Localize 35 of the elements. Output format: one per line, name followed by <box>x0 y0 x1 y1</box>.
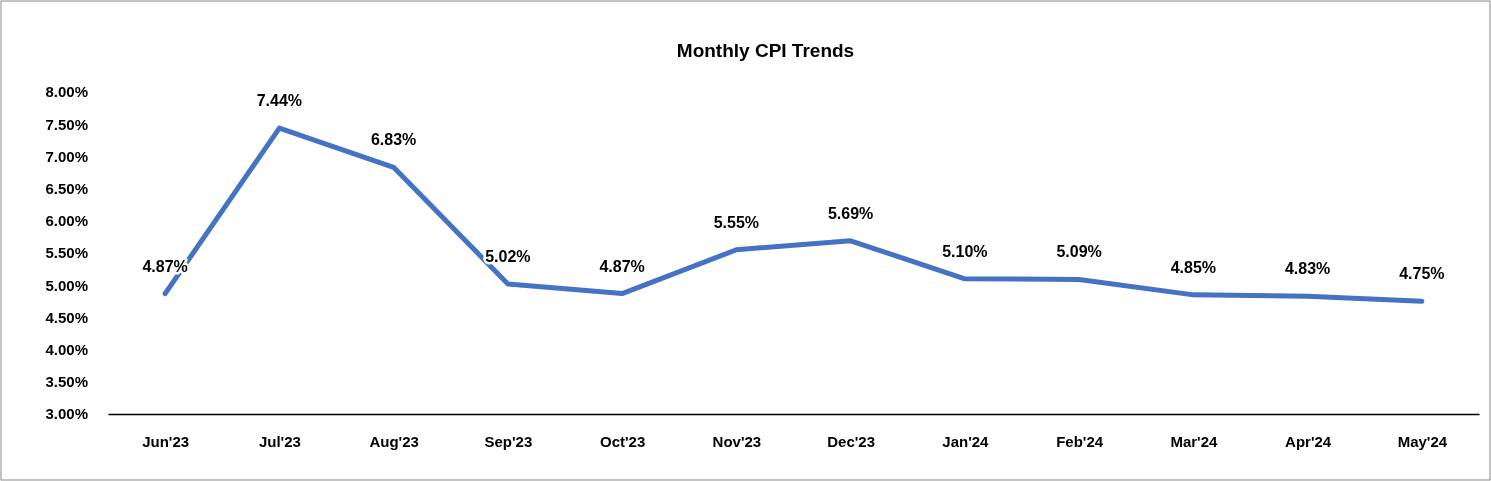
x-tick-label: Feb'24 <box>1056 432 1104 450</box>
x-tick-label: Mar'24 <box>1170 432 1218 450</box>
x-tick-label: Oct'23 <box>599 432 646 450</box>
y-tick-label: 3.50% <box>45 373 88 391</box>
x-tick-label: May'24 <box>1397 432 1448 450</box>
x-tick-label: Apr'24 <box>1285 432 1332 450</box>
data-label: 5.02% <box>485 247 531 265</box>
x-tick-label: Jan'24 <box>942 432 990 450</box>
x-tick-label: Nov'23 <box>712 432 762 450</box>
data-label: 5.69% <box>827 204 874 222</box>
y-tick-label: 7.00% <box>45 147 88 165</box>
y-tick-label: 3.00% <box>45 405 88 423</box>
x-tick-label: Dec'23 <box>827 432 876 450</box>
data-label: 4.83% <box>1284 260 1331 278</box>
x-tick-label: Aug'23 <box>369 432 419 450</box>
x-tick-label: Sep'23 <box>484 432 533 450</box>
data-label: 7.44% <box>256 92 303 110</box>
data-label: 5.10% <box>942 242 988 260</box>
y-tick-label: 7.50% <box>45 115 88 133</box>
y-tick-label: 5.50% <box>45 244 88 262</box>
data-label: 4.87% <box>599 257 645 275</box>
data-label: 6.83% <box>370 131 417 149</box>
data-label: 4.75% <box>1399 265 1445 283</box>
x-tick-label: Jun'23 <box>142 432 190 450</box>
data-label: 4.85% <box>1170 258 1217 276</box>
x-tick-label: Jul'23 <box>258 432 301 450</box>
chart-title: Monthly CPI Trends <box>676 40 855 61</box>
data-label: 5.09% <box>1056 243 1102 261</box>
y-tick-label: 6.00% <box>45 212 88 230</box>
y-tick-label: 6.50% <box>45 179 88 197</box>
y-tick-label: 5.00% <box>45 276 88 294</box>
y-tick-label: 4.50% <box>45 308 88 326</box>
y-tick-label: 8.00% <box>45 83 88 101</box>
y-tick-label: 4.00% <box>45 340 88 358</box>
data-label: 5.55% <box>713 213 760 231</box>
